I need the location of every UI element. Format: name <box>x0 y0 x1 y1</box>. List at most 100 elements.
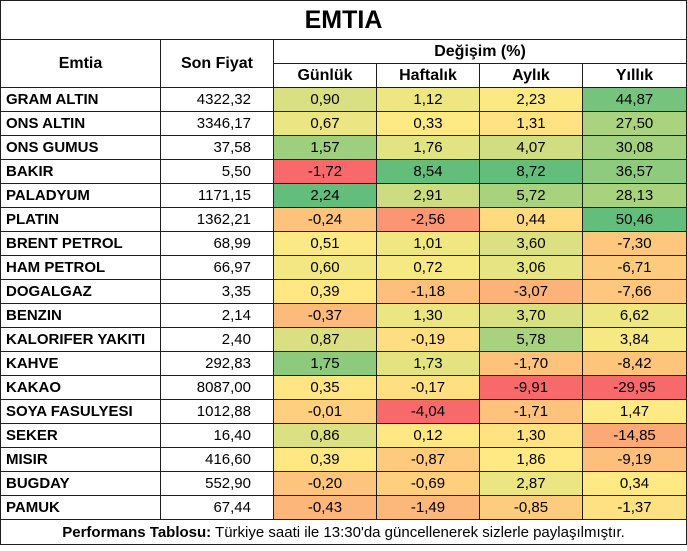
last-price: 4322,32 <box>160 87 274 112</box>
yearly-change: 0,34 <box>581 471 687 496</box>
table-row: BUGDAY 552,90 -0,20 -0,69 2,87 0,34 <box>0 471 687 496</box>
monthly-change: 2,87 <box>479 471 583 496</box>
last-price: 552,90 <box>160 471 274 496</box>
last-price: 1362,21 <box>160 207 274 232</box>
commodity-name: KAHVE <box>0 351 161 376</box>
weekly-change: -0,87 <box>376 447 480 472</box>
table-row: PAMUK 67,44 -0,43 -1,49 -0,85 -1,37 <box>0 495 687 520</box>
monthly-change: 1,30 <box>479 423 583 448</box>
monthly-change: 8,72 <box>479 159 583 184</box>
commodity-name: PLATIN <box>0 207 161 232</box>
yearly-change: -9,19 <box>581 447 687 472</box>
yearly-change: 27,50 <box>581 111 687 136</box>
table-title: EMTIA <box>0 0 687 40</box>
daily-change: 0,67 <box>273 111 377 136</box>
table-row: KAKAO 8087,00 0,35 -0,17 -9,91 -29,95 <box>0 375 687 400</box>
monthly-change: 1,31 <box>479 111 583 136</box>
daily-change: 1,75 <box>273 351 377 376</box>
footer-label: Performans Tablosu: <box>62 523 212 541</box>
daily-change: -0,24 <box>273 207 377 232</box>
commodity-name: HAM PETROL <box>0 255 161 280</box>
weekly-change: -1,49 <box>376 495 480 520</box>
last-price: 16,40 <box>160 423 274 448</box>
weekly-change: 0,12 <box>376 423 480 448</box>
monthly-change: 5,72 <box>479 183 583 208</box>
commodity-name: GRAM ALTIN <box>0 87 161 112</box>
commodity-name: KAKAO <box>0 375 161 400</box>
daily-change: 0,87 <box>273 327 377 352</box>
yearly-change: 30,08 <box>581 135 687 160</box>
monthly-change: 3,60 <box>479 231 583 256</box>
last-price: 1012,88 <box>160 399 274 424</box>
yearly-change: 28,13 <box>581 183 687 208</box>
monthly-change: 4,07 <box>479 135 583 160</box>
table-row: KAHVE 292,83 1,75 1,73 -1,70 -8,42 <box>0 351 687 376</box>
last-price: 66,97 <box>160 255 274 280</box>
weekly-change: -0,19 <box>376 327 480 352</box>
daily-change: -0,37 <box>273 303 377 328</box>
last-price: 3,35 <box>160 279 274 304</box>
monthly-change: 1,86 <box>479 447 583 472</box>
weekly-change: -1,18 <box>376 279 480 304</box>
weekly-change: -0,17 <box>376 375 480 400</box>
header-yearly: Yıllık <box>581 63 687 88</box>
monthly-change: -9,91 <box>479 375 583 400</box>
daily-change: 0,86 <box>273 423 377 448</box>
daily-change: 0,39 <box>273 447 377 472</box>
weekly-change: 1,12 <box>376 87 480 112</box>
yearly-change: 1,47 <box>581 399 687 424</box>
table-row: HAM PETROL 66,97 0,60 0,72 3,06 -6,71 <box>0 255 687 280</box>
commodity-name: SOYA FASULYESI <box>0 399 161 424</box>
last-price: 67,44 <box>160 495 274 520</box>
yearly-change: 6,62 <box>581 303 687 328</box>
yearly-change: -6,71 <box>581 255 687 280</box>
weekly-change: -4,04 <box>376 399 480 424</box>
last-price: 8087,00 <box>160 375 274 400</box>
monthly-change: -3,07 <box>479 279 583 304</box>
header-last-price: Son Fiyat <box>160 39 274 88</box>
yearly-change: -29,95 <box>581 375 687 400</box>
commodity-name: KALORIFER YAKITI <box>0 327 161 352</box>
daily-change: 0,35 <box>273 375 377 400</box>
daily-change: -0,43 <box>273 495 377 520</box>
table-row: ONS GUMUS 37,58 1,57 1,76 4,07 30,08 <box>0 135 687 160</box>
table-row: ONS ALTIN 3346,17 0,67 0,33 1,31 27,50 <box>0 111 687 136</box>
header-daily: Günlük <box>273 63 377 88</box>
weekly-change: 2,91 <box>376 183 480 208</box>
yearly-change: 3,84 <box>581 327 687 352</box>
table-row: PALADYUM 1171,15 2,24 2,91 5,72 28,13 <box>0 183 687 208</box>
weekly-change: 1,30 <box>376 303 480 328</box>
commodity-name: PALADYUM <box>0 183 161 208</box>
commodity-name: MISIR <box>0 447 161 472</box>
commodity-name: BRENT PETROL <box>0 231 161 256</box>
daily-change: -0,20 <box>273 471 377 496</box>
weekly-change: 0,72 <box>376 255 480 280</box>
yearly-change: 36,57 <box>581 159 687 184</box>
monthly-change: -1,70 <box>479 351 583 376</box>
last-price: 3346,17 <box>160 111 274 136</box>
daily-change: 0,90 <box>273 87 377 112</box>
table-row: DOGALGAZ 3,35 0,39 -1,18 -3,07 -7,66 <box>0 279 687 304</box>
header-monthly: Aylık <box>479 63 583 88</box>
monthly-change: 5,78 <box>479 327 583 352</box>
last-price: 5,50 <box>160 159 274 184</box>
table-row: BRENT PETROL 68,99 0,51 1,01 3,60 -7,30 <box>0 231 687 256</box>
daily-change: 0,60 <box>273 255 377 280</box>
table-row: GRAM ALTIN 4322,32 0,90 1,12 2,23 44,87 <box>0 87 687 112</box>
table-row: SOYA FASULYESI 1012,88 -0,01 -4,04 -1,71 1,47 <box>0 399 687 424</box>
weekly-change: 1,73 <box>376 351 480 376</box>
yearly-change: -1,37 <box>581 495 687 520</box>
commodity-name: BENZIN <box>0 303 161 328</box>
yearly-change: 44,87 <box>581 87 687 112</box>
table-row: SEKER 16,40 0,86 0,12 1,30 -14,85 <box>0 423 687 448</box>
last-price: 68,99 <box>160 231 274 256</box>
table-row: BAKIR 5,50 -1,72 8,54 8,72 36,57 <box>0 159 687 184</box>
monthly-change: -1,71 <box>479 399 583 424</box>
last-price: 292,83 <box>160 351 274 376</box>
weekly-change: 1,01 <box>376 231 480 256</box>
yearly-change: -14,85 <box>581 423 687 448</box>
commodity-name: ONS ALTIN <box>0 111 161 136</box>
daily-change: 2,24 <box>273 183 377 208</box>
table-body: GRAM ALTIN 4322,32 0,90 1,12 2,23 44,87 ONS AL… <box>0 87 687 520</box>
header-commodity: Emtia <box>0 39 161 88</box>
